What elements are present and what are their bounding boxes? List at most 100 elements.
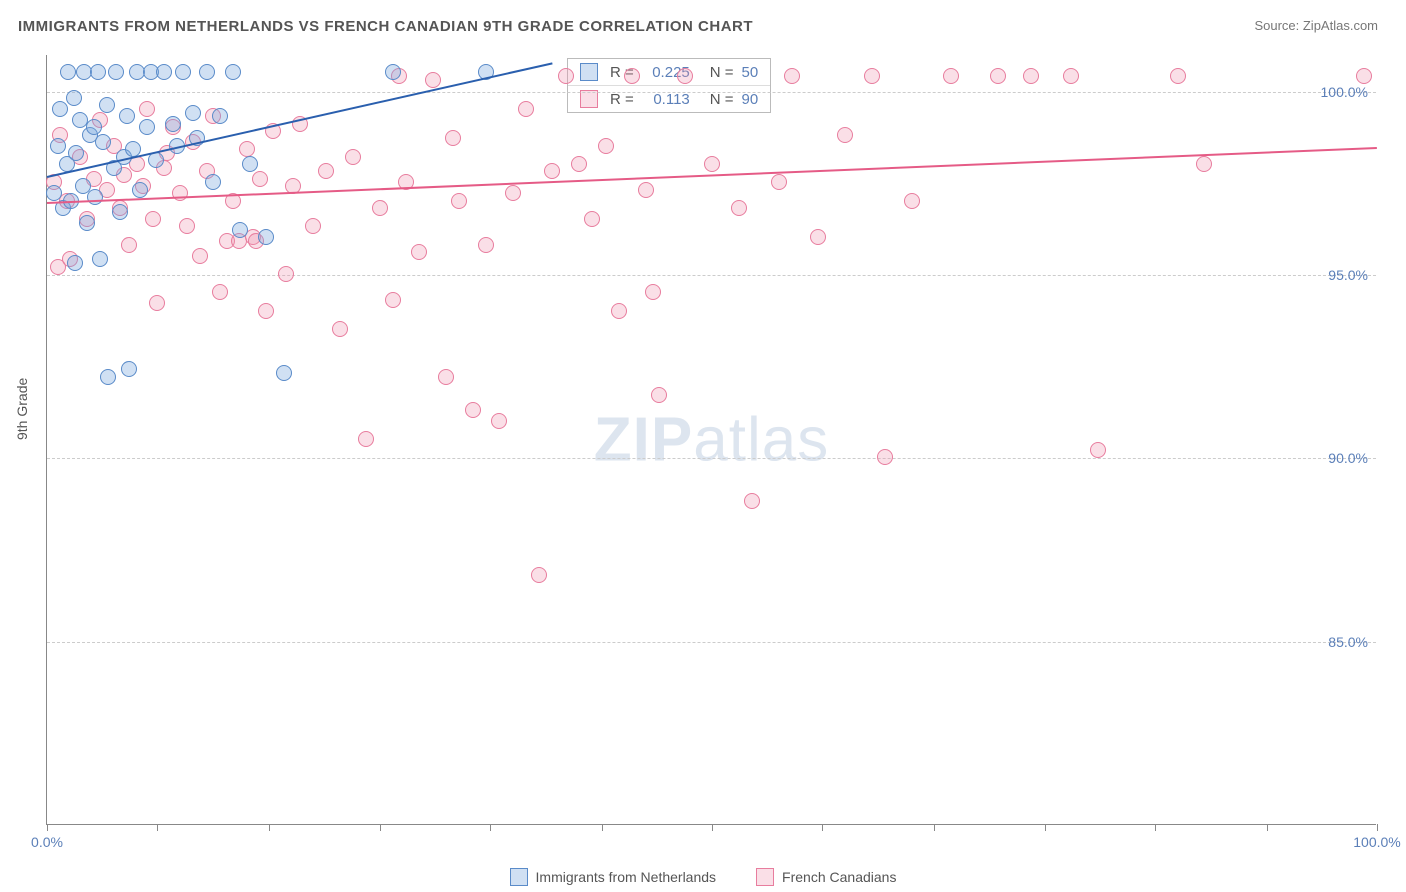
data-point <box>531 567 547 583</box>
correlation-legend-box: R =0.225N =50R =0.113N =90 <box>567 58 771 113</box>
data-point <box>149 295 165 311</box>
legend-swatch <box>756 868 774 886</box>
data-point <box>677 68 693 84</box>
data-point <box>465 402 481 418</box>
data-point <box>704 156 720 172</box>
data-point <box>438 369 454 385</box>
data-point <box>95 134 111 150</box>
scatter-plot-area: ZIPatlas R =0.225N =50R =0.113N =90 85.0… <box>46 55 1376 825</box>
data-point <box>571 156 587 172</box>
y-tick-label: 85.0% <box>1328 634 1368 650</box>
gridline <box>47 642 1376 643</box>
data-point <box>1196 156 1212 172</box>
data-point <box>451 193 467 209</box>
legend-n-label: N = <box>710 64 734 81</box>
data-point <box>156 64 172 80</box>
legend-swatch <box>580 90 598 108</box>
data-point <box>411 244 427 260</box>
data-point <box>242 156 258 172</box>
data-point <box>278 266 294 282</box>
data-point <box>645 284 661 300</box>
data-point <box>1023 68 1039 84</box>
x-tick <box>380 824 381 831</box>
data-point <box>86 119 102 135</box>
data-point <box>584 211 600 227</box>
data-point <box>276 365 292 381</box>
gridline <box>47 92 1376 93</box>
data-point <box>598 138 614 154</box>
data-point <box>837 127 853 143</box>
legend-n-value: 50 <box>742 64 759 81</box>
data-point <box>558 68 574 84</box>
data-point <box>425 72 441 88</box>
chart-title: IMMIGRANTS FROM NETHERLANDS VS FRENCH CA… <box>18 18 753 35</box>
data-point <box>165 116 181 132</box>
data-point <box>90 64 106 80</box>
data-point <box>92 251 108 267</box>
legend-r-value: 0.113 <box>642 91 690 108</box>
x-tick <box>490 824 491 831</box>
data-point <box>100 369 116 385</box>
legend-row: R =0.225N =50 <box>568 59 770 85</box>
series-legend: Immigrants from Netherlands French Canadi… <box>0 868 1406 886</box>
data-point <box>731 200 747 216</box>
x-tick <box>47 824 48 831</box>
y-tick-label: 90.0% <box>1328 450 1368 466</box>
data-point <box>1063 68 1079 84</box>
watermark-rest: atlas <box>693 405 829 474</box>
data-point <box>52 101 68 117</box>
data-point <box>385 64 401 80</box>
data-point <box>784 68 800 84</box>
x-tick <box>1045 824 1046 831</box>
data-point <box>139 101 155 117</box>
data-point <box>1356 68 1372 84</box>
x-tick <box>822 824 823 831</box>
data-point <box>87 189 103 205</box>
y-tick-label: 100.0% <box>1321 84 1368 100</box>
watermark: ZIPatlas <box>594 404 829 475</box>
data-point <box>372 200 388 216</box>
data-point <box>345 149 361 165</box>
data-point <box>943 68 959 84</box>
source-attribution: Source: ZipAtlas.com <box>1254 18 1378 33</box>
data-point <box>112 204 128 220</box>
data-point <box>67 255 83 271</box>
legend-n-value: 90 <box>742 91 759 108</box>
data-point <box>505 185 521 201</box>
legend-n-label: N = <box>710 91 734 108</box>
series-legend-item: Immigrants from Netherlands <box>510 868 717 886</box>
data-point <box>990 68 1006 84</box>
data-point <box>518 101 534 117</box>
data-point <box>225 64 241 80</box>
data-point <box>121 237 137 253</box>
data-point <box>810 229 826 245</box>
data-point <box>239 141 255 157</box>
series-legend-item: French Canadians <box>756 868 896 886</box>
data-point <box>318 163 334 179</box>
data-point <box>132 182 148 198</box>
x-tick <box>1377 824 1378 831</box>
data-point <box>1170 68 1186 84</box>
data-point <box>46 185 62 201</box>
gridline <box>47 458 1376 459</box>
x-tick-label: 0.0% <box>31 834 63 850</box>
data-point <box>192 248 208 264</box>
data-point <box>212 108 228 124</box>
legend-swatch <box>510 868 528 886</box>
data-point <box>145 211 161 227</box>
data-point <box>66 90 82 106</box>
data-point <box>99 97 115 113</box>
data-point <box>651 387 667 403</box>
data-point <box>258 303 274 319</box>
legend-row: R =0.113N =90 <box>568 85 770 112</box>
data-point <box>205 174 221 190</box>
legend-swatch <box>580 63 598 81</box>
data-point <box>445 130 461 146</box>
data-point <box>478 237 494 253</box>
data-point <box>119 108 135 124</box>
data-point <box>1090 442 1106 458</box>
data-point <box>877 449 893 465</box>
x-tick <box>602 824 603 831</box>
data-point <box>544 163 560 179</box>
y-axis-label: 9th Grade <box>14 378 30 440</box>
